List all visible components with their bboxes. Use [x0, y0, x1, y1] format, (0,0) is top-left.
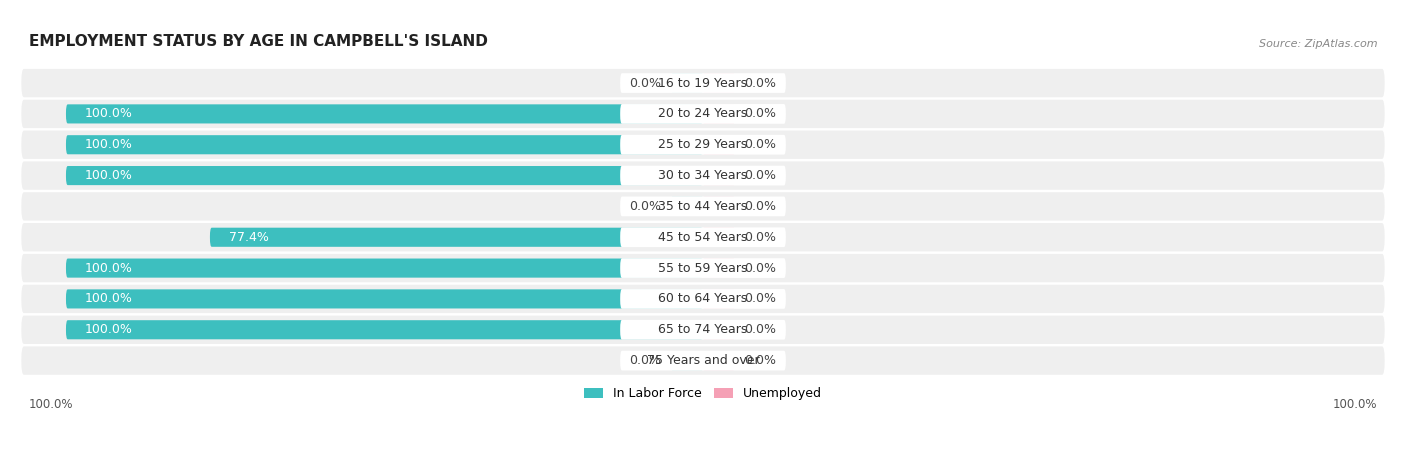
Text: 0.0%: 0.0%: [744, 200, 776, 213]
FancyBboxPatch shape: [21, 254, 1385, 282]
Legend: In Labor Force, Unemployed: In Labor Force, Unemployed: [579, 382, 827, 405]
FancyBboxPatch shape: [21, 346, 1385, 375]
Text: 0.0%: 0.0%: [744, 138, 776, 151]
Text: 100.0%: 100.0%: [86, 261, 134, 274]
FancyBboxPatch shape: [703, 351, 735, 370]
Text: 100.0%: 100.0%: [86, 292, 134, 306]
FancyBboxPatch shape: [66, 166, 703, 185]
Text: 0.0%: 0.0%: [744, 323, 776, 336]
FancyBboxPatch shape: [21, 162, 1385, 190]
Text: 55 to 59 Years: 55 to 59 Years: [658, 261, 748, 274]
Text: 77.4%: 77.4%: [229, 231, 269, 244]
FancyBboxPatch shape: [21, 315, 1385, 344]
FancyBboxPatch shape: [671, 197, 703, 216]
Text: 100.0%: 100.0%: [1333, 398, 1378, 411]
FancyBboxPatch shape: [66, 258, 703, 278]
FancyBboxPatch shape: [703, 289, 735, 309]
FancyBboxPatch shape: [671, 73, 703, 93]
Text: 0.0%: 0.0%: [630, 354, 662, 367]
Text: 16 to 19 Years: 16 to 19 Years: [658, 76, 748, 90]
FancyBboxPatch shape: [703, 166, 735, 185]
FancyBboxPatch shape: [620, 135, 786, 155]
FancyBboxPatch shape: [620, 166, 786, 185]
FancyBboxPatch shape: [620, 351, 786, 370]
Text: Source: ZipAtlas.com: Source: ZipAtlas.com: [1258, 39, 1378, 49]
Text: 100.0%: 100.0%: [86, 323, 134, 336]
FancyBboxPatch shape: [21, 223, 1385, 252]
FancyBboxPatch shape: [21, 192, 1385, 220]
Text: 0.0%: 0.0%: [744, 261, 776, 274]
FancyBboxPatch shape: [671, 351, 703, 370]
FancyBboxPatch shape: [703, 320, 735, 339]
FancyBboxPatch shape: [620, 104, 786, 124]
FancyBboxPatch shape: [66, 320, 703, 339]
Text: 100.0%: 100.0%: [28, 398, 73, 411]
FancyBboxPatch shape: [21, 285, 1385, 313]
FancyBboxPatch shape: [21, 100, 1385, 128]
FancyBboxPatch shape: [703, 258, 735, 278]
Text: 25 to 29 Years: 25 to 29 Years: [658, 138, 748, 151]
FancyBboxPatch shape: [209, 228, 703, 247]
FancyBboxPatch shape: [620, 258, 786, 278]
Text: 100.0%: 100.0%: [86, 108, 134, 121]
FancyBboxPatch shape: [703, 135, 735, 154]
FancyBboxPatch shape: [703, 73, 735, 93]
FancyBboxPatch shape: [66, 104, 703, 123]
Text: 45 to 54 Years: 45 to 54 Years: [658, 231, 748, 244]
FancyBboxPatch shape: [620, 197, 786, 216]
FancyBboxPatch shape: [21, 130, 1385, 159]
FancyBboxPatch shape: [66, 289, 703, 309]
Text: 0.0%: 0.0%: [630, 76, 662, 90]
Text: 0.0%: 0.0%: [744, 76, 776, 90]
Text: 0.0%: 0.0%: [744, 231, 776, 244]
Text: 0.0%: 0.0%: [744, 354, 776, 367]
Text: 35 to 44 Years: 35 to 44 Years: [658, 200, 748, 213]
Text: 0.0%: 0.0%: [744, 292, 776, 306]
Text: 0.0%: 0.0%: [630, 200, 662, 213]
FancyBboxPatch shape: [620, 320, 786, 340]
FancyBboxPatch shape: [703, 228, 735, 247]
Text: EMPLOYMENT STATUS BY AGE IN CAMPBELL'S ISLAND: EMPLOYMENT STATUS BY AGE IN CAMPBELL'S I…: [28, 34, 488, 49]
FancyBboxPatch shape: [620, 289, 786, 309]
FancyBboxPatch shape: [620, 73, 786, 93]
Text: 30 to 34 Years: 30 to 34 Years: [658, 169, 748, 182]
Text: 100.0%: 100.0%: [86, 138, 134, 151]
Text: 75 Years and over: 75 Years and over: [647, 354, 759, 367]
Text: 60 to 64 Years: 60 to 64 Years: [658, 292, 748, 306]
Text: 100.0%: 100.0%: [86, 169, 134, 182]
FancyBboxPatch shape: [703, 104, 735, 123]
Text: 0.0%: 0.0%: [744, 108, 776, 121]
FancyBboxPatch shape: [703, 197, 735, 216]
Text: 20 to 24 Years: 20 to 24 Years: [658, 108, 748, 121]
Text: 65 to 74 Years: 65 to 74 Years: [658, 323, 748, 336]
FancyBboxPatch shape: [66, 135, 703, 154]
FancyBboxPatch shape: [620, 227, 786, 247]
Text: 0.0%: 0.0%: [744, 169, 776, 182]
FancyBboxPatch shape: [21, 69, 1385, 97]
